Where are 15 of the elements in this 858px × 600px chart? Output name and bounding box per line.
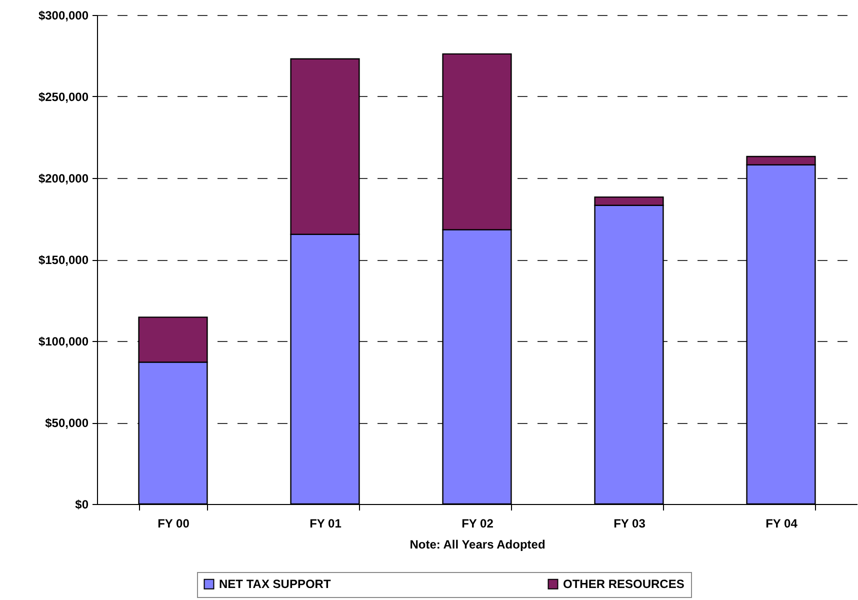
x-tick-label: FY 00 — [158, 516, 190, 530]
x-tick-label: FY 01 — [310, 516, 342, 530]
y-tick-label: $0 — [75, 498, 89, 512]
legend-label: OTHER RESOURCES — [563, 577, 684, 592]
x-tick-label: FY 03 — [614, 516, 646, 530]
x-tick-label: FY 02 — [462, 516, 494, 530]
y-tick-label: $150,000 — [38, 253, 89, 267]
x-tick-label: FY 04 — [766, 516, 798, 530]
x-axis-title: Note: All Years Adopted — [410, 538, 546, 552]
y-tick-label: $250,000 — [38, 90, 89, 104]
y-tick-label: $300,000 — [38, 8, 89, 22]
y-tick-label: $100,000 — [38, 334, 89, 348]
legend-label: NET TAX SUPPORT — [219, 577, 332, 592]
y-tick-label: $50,000 — [45, 416, 89, 430]
y-tick-label: $200,000 — [38, 172, 89, 186]
